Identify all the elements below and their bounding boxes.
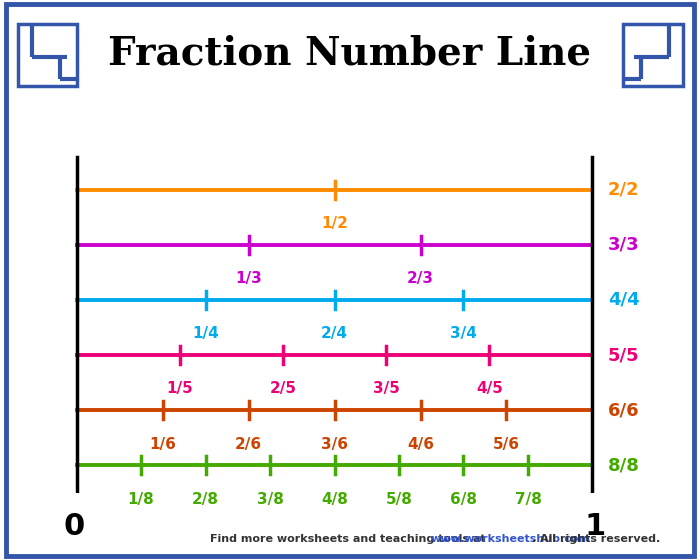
Text: 2/2: 2/2	[608, 181, 640, 199]
Text: 2/4: 2/4	[321, 326, 348, 342]
Text: 7/8: 7/8	[514, 492, 541, 507]
Text: 2/3: 2/3	[407, 271, 434, 286]
Bar	[623, 24, 682, 86]
Text: . All rights reserved.: . All rights reserved.	[528, 534, 661, 544]
Text: 4/5: 4/5	[476, 381, 503, 396]
Text: 1/3: 1/3	[235, 271, 262, 286]
Text: 1: 1	[584, 512, 606, 541]
Text: Find more worksheets and teaching tools at: Find more worksheets and teaching tools …	[210, 534, 486, 544]
Text: 1/8: 1/8	[127, 492, 155, 507]
Text: 5/5: 5/5	[608, 346, 640, 364]
Text: 6/6: 6/6	[608, 401, 640, 419]
Text: 5/8: 5/8	[386, 492, 412, 507]
Text: 4/8: 4/8	[321, 492, 348, 507]
Text: 3/8: 3/8	[257, 492, 284, 507]
Text: 3/5: 3/5	[372, 381, 400, 396]
Text: 3/3: 3/3	[608, 236, 640, 254]
Text: 8/8: 8/8	[608, 456, 640, 474]
Text: 4/6: 4/6	[407, 437, 434, 451]
Text: 0: 0	[64, 512, 85, 541]
Text: 2/5: 2/5	[270, 381, 296, 396]
Text: 1/2: 1/2	[321, 216, 348, 231]
Text: 5/6: 5/6	[493, 437, 520, 451]
Text: 3/6: 3/6	[321, 437, 348, 451]
Text: www.worksheetshub.com: www.worksheetshub.com	[430, 534, 591, 544]
Text: 3/4: 3/4	[450, 326, 477, 342]
Text: 1/5: 1/5	[167, 381, 193, 396]
Text: 6/8: 6/8	[450, 492, 477, 507]
Text: 2/6: 2/6	[235, 437, 262, 451]
Bar	[18, 24, 77, 86]
Text: 1/6: 1/6	[149, 437, 176, 451]
Text: 2/8: 2/8	[192, 492, 219, 507]
Text: 4/4: 4/4	[608, 291, 640, 309]
Text: Fraction Number Line: Fraction Number Line	[108, 34, 592, 72]
Text: 1/4: 1/4	[193, 326, 219, 342]
